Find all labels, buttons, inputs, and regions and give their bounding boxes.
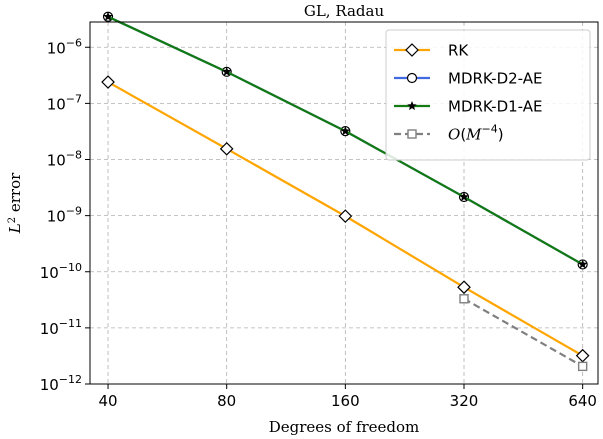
- y-tick-base: 10: [40, 264, 59, 282]
- y-axis-label-rest: error: [6, 172, 24, 217]
- x-axis-label: Degrees of freedom: [269, 418, 420, 436]
- y-tick-label: 10−6: [47, 36, 82, 57]
- series-line: [463, 297, 584, 368]
- data-point: [577, 361, 588, 372]
- y-tick-exponent: −12: [59, 373, 82, 386]
- y-axis-label: L2 error: [6, 172, 24, 234]
- y-tick-label: 10−10: [40, 261, 82, 282]
- legend-entry: RK: [394, 42, 469, 60]
- series-mdrk-d1-ae: [103, 11, 588, 269]
- y-tick-label: 10−12: [40, 373, 82, 394]
- legend-entry: MDRK-D1-AE: [394, 98, 543, 116]
- legend-marker: [406, 72, 418, 84]
- legend-entry: O(M−4): [394, 123, 504, 144]
- y-tick-label: 10−8: [47, 149, 82, 170]
- data-point: [338, 209, 353, 223]
- legend-label: MDRK-D1-AE: [448, 98, 543, 116]
- x-tick-label: 160: [331, 392, 360, 410]
- x-tick-label: 640: [568, 392, 597, 410]
- y-tick-base: 10: [47, 95, 66, 113]
- data-point: [459, 294, 469, 304]
- legend-label: MDRK-D2-AE: [448, 70, 543, 88]
- legend-label-part: −4: [482, 123, 498, 136]
- y-tick-base: 10: [40, 376, 59, 394]
- data-point: [457, 280, 471, 295]
- legend-marker: [407, 129, 417, 139]
- y-tick-label: 10−9: [47, 205, 82, 226]
- x-tick-label: 80: [217, 392, 236, 410]
- y-tick-label: 10−7: [47, 92, 82, 113]
- y-axis-label-sup: 2: [7, 217, 18, 223]
- data-point: [577, 259, 588, 269]
- legend-label: RK: [448, 42, 469, 60]
- x-tick-label: 320: [450, 392, 479, 410]
- plot-frame: [89, 21, 599, 385]
- y-tick-exponent: −6: [66, 36, 82, 49]
- y-tick-exponent: −7: [66, 92, 82, 105]
- data-point: [459, 191, 469, 202]
- y-tick-label: 10−11: [40, 317, 82, 338]
- y-tick-base: 10: [47, 152, 66, 170]
- legend-entry: MDRK-D2-AE: [394, 70, 543, 88]
- series-o-m-4: [459, 294, 588, 372]
- series-rk: [101, 75, 590, 363]
- x-tick-label: 40: [98, 392, 117, 410]
- y-tick-base: 10: [40, 320, 59, 338]
- legend: RK MDRK-D2-AE MDRK-D1-AE O(M−4): [385, 29, 591, 161]
- legend-label-part: (: [460, 126, 466, 144]
- data-point: [221, 66, 232, 77]
- legend-box: [385, 29, 591, 161]
- legend-label: O(M−4): [448, 123, 504, 144]
- y-tick-base: 10: [47, 208, 66, 226]
- y-tick-exponent: −9: [66, 205, 82, 218]
- y-axis-label-var: L: [6, 223, 24, 234]
- chart-title: GL, Radau: [304, 2, 385, 20]
- y-tick-exponent: −11: [59, 317, 82, 330]
- data-point: [219, 141, 234, 156]
- y-tick-base: 10: [47, 39, 66, 57]
- legend-label-part: ): [498, 126, 504, 144]
- series-layer: [101, 11, 590, 372]
- x-axis: 40 80 160 320 640: [98, 384, 597, 410]
- data-point: [101, 75, 115, 89]
- data-point: [340, 125, 351, 136]
- legend-marker: [405, 43, 419, 57]
- legend-label-part: M: [465, 126, 482, 144]
- legend-label-part: O: [448, 126, 460, 144]
- data-point: [575, 348, 590, 363]
- data-point: [103, 11, 113, 21]
- y-tick-exponent: −8: [66, 149, 82, 162]
- legend-marker: [407, 100, 417, 111]
- y-tick-exponent: −10: [59, 261, 82, 274]
